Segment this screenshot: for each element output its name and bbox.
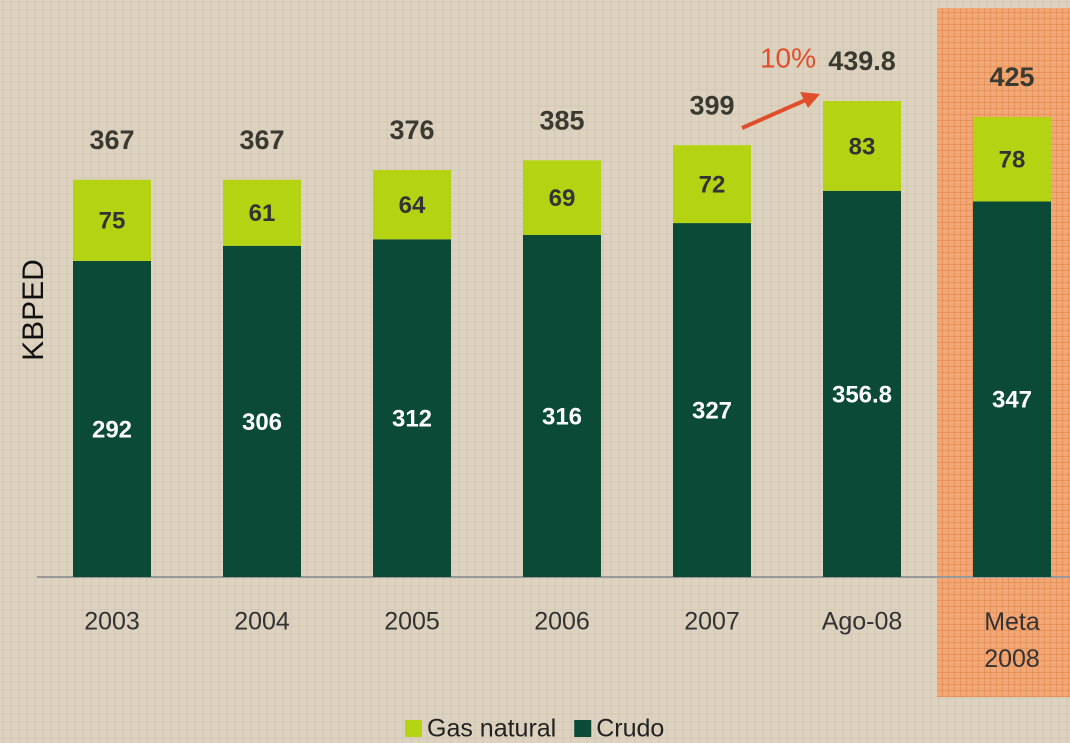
x-tick-label: 2007 <box>684 608 740 636</box>
total-label: 399 <box>689 90 734 120</box>
total-label: 367 <box>89 125 134 155</box>
bar-segment <box>373 239 451 578</box>
bar-segment <box>223 245 301 577</box>
value-label: 356.8 <box>832 381 892 408</box>
bar-segment <box>73 260 151 577</box>
value-label: 306 <box>242 409 282 436</box>
annotation-arrow <box>741 97 809 130</box>
bar-segment <box>823 101 901 191</box>
legend-label: Crudo <box>596 715 664 743</box>
value-label: 61 <box>249 200 276 227</box>
bar-segment <box>973 201 1051 577</box>
value-label: 64 <box>399 192 426 219</box>
value-label: 347 <box>992 387 1032 414</box>
bar-segment <box>73 179 151 261</box>
bar-segment <box>523 234 601 577</box>
x-tick-label: 2004 <box>234 608 290 636</box>
y-axis-label: KBPED <box>17 259 50 361</box>
bar-segment <box>673 145 751 224</box>
value-label: 292 <box>92 416 132 443</box>
x-tick-label: Ago-08 <box>822 608 903 636</box>
annotation: 10% <box>760 42 816 73</box>
legend-label: Gas natural <box>427 715 556 743</box>
x-tick-label: 2006 <box>534 608 590 636</box>
legend-swatch <box>405 720 422 737</box>
bar-segment <box>373 170 451 240</box>
total-label: 367 <box>239 125 284 155</box>
value-label: 312 <box>392 406 432 433</box>
value-label: 316 <box>542 403 582 430</box>
x-tick-label: 2005 <box>384 608 440 636</box>
x-tick-label: 2003 <box>84 608 140 636</box>
bar-segment <box>973 117 1051 202</box>
value-label: 83 <box>849 133 876 160</box>
bar-segment <box>673 223 751 577</box>
bar-segment <box>523 160 601 235</box>
value-label: 75 <box>99 208 126 235</box>
total-label: 385 <box>539 105 584 135</box>
bar-segment <box>823 190 901 578</box>
legend-swatch <box>574 720 592 737</box>
x-tick-label: Meta 2008 <box>984 608 1040 673</box>
total-label: 376 <box>389 115 434 145</box>
total-label: 425 <box>989 62 1034 92</box>
value-label: 69 <box>549 185 576 212</box>
total-label: 439.8 <box>828 46 896 76</box>
value-label: 72 <box>699 171 726 198</box>
bar-segment <box>223 179 301 246</box>
annotation-arrowhead <box>800 92 820 108</box>
value-label: 327 <box>692 397 732 424</box>
value-label: 78 <box>999 147 1026 174</box>
